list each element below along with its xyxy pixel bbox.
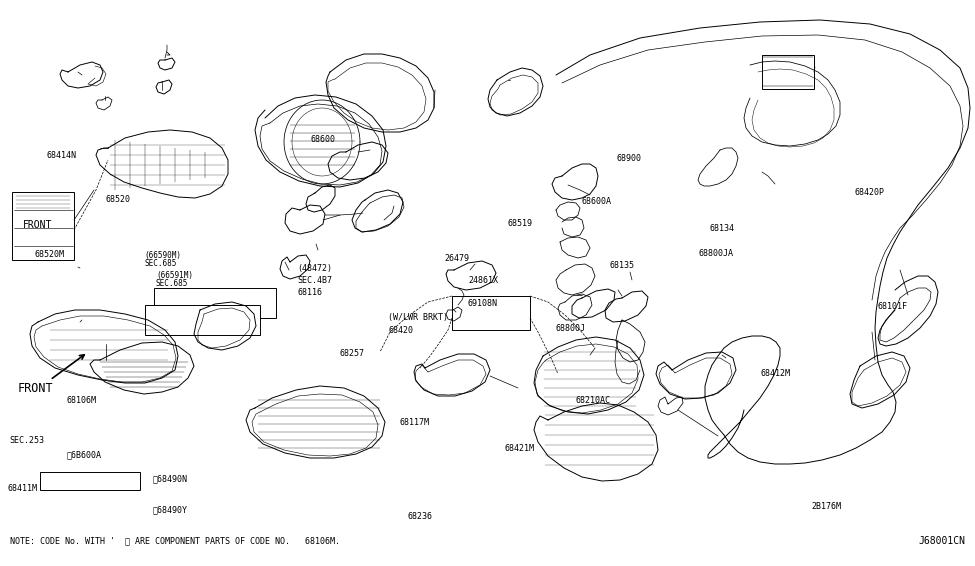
Text: NOTE: CODE No. WITH '  ※ ARE COMPONENT PARTS OF CODE NO.   68106M.: NOTE: CODE No. WITH ' ※ ARE COMPONENT PA… <box>10 536 340 545</box>
Text: 68414N: 68414N <box>47 151 77 160</box>
Text: 68520M: 68520M <box>34 250 64 259</box>
Text: 69108N: 69108N <box>468 299 498 308</box>
Text: ※68490N: ※68490N <box>153 474 188 483</box>
Text: 68236: 68236 <box>408 512 433 521</box>
Text: FRONT: FRONT <box>22 220 52 230</box>
Text: 2B176M: 2B176M <box>811 502 841 511</box>
Text: 68134: 68134 <box>710 224 735 233</box>
Text: (66591M): (66591M) <box>156 271 193 280</box>
Text: (W/LWR BRKT): (W/LWR BRKT) <box>388 313 448 322</box>
Text: 68519: 68519 <box>507 219 532 228</box>
Text: 68420P: 68420P <box>854 188 884 197</box>
Text: ※68490Y: ※68490Y <box>153 505 188 514</box>
Text: FRONT: FRONT <box>18 382 54 395</box>
Text: 68800J: 68800J <box>556 324 586 333</box>
Text: 26479: 26479 <box>445 254 470 263</box>
Text: 68520: 68520 <box>105 195 131 204</box>
Text: 68101F: 68101F <box>878 302 908 311</box>
Text: 24861X: 24861X <box>468 276 498 285</box>
Bar <box>40 472 140 490</box>
Bar <box>154 288 276 318</box>
Bar <box>12 192 74 260</box>
Text: 68116: 68116 <box>297 288 323 297</box>
Text: J68001CN: J68001CN <box>918 536 965 546</box>
Text: 68420: 68420 <box>388 326 413 335</box>
Bar <box>452 296 530 330</box>
Text: 68421M: 68421M <box>504 444 534 453</box>
Text: 68135: 68135 <box>609 261 635 271</box>
Text: 68257: 68257 <box>339 349 365 358</box>
Text: 68600A: 68600A <box>581 197 611 206</box>
Text: (66590M): (66590M) <box>144 251 181 260</box>
Text: 68800JA: 68800JA <box>698 249 733 258</box>
Text: SEC.685: SEC.685 <box>144 259 176 268</box>
Text: 68106M: 68106M <box>66 396 97 405</box>
Text: 68600: 68600 <box>310 135 335 144</box>
Bar <box>762 55 814 89</box>
Text: 68412M: 68412M <box>760 369 791 378</box>
Text: (48472): (48472) <box>297 264 332 273</box>
Text: 68210AC: 68210AC <box>575 396 610 405</box>
Text: SEC.253: SEC.253 <box>10 436 45 445</box>
Bar <box>145 305 260 335</box>
Text: 68900: 68900 <box>616 154 642 163</box>
Text: SEC.685: SEC.685 <box>156 279 188 288</box>
Text: ※6B600A: ※6B600A <box>66 451 101 460</box>
Text: SEC.4B7: SEC.4B7 <box>297 276 332 285</box>
Text: 68117M: 68117M <box>400 418 430 427</box>
Text: 68411M: 68411M <box>8 484 38 493</box>
